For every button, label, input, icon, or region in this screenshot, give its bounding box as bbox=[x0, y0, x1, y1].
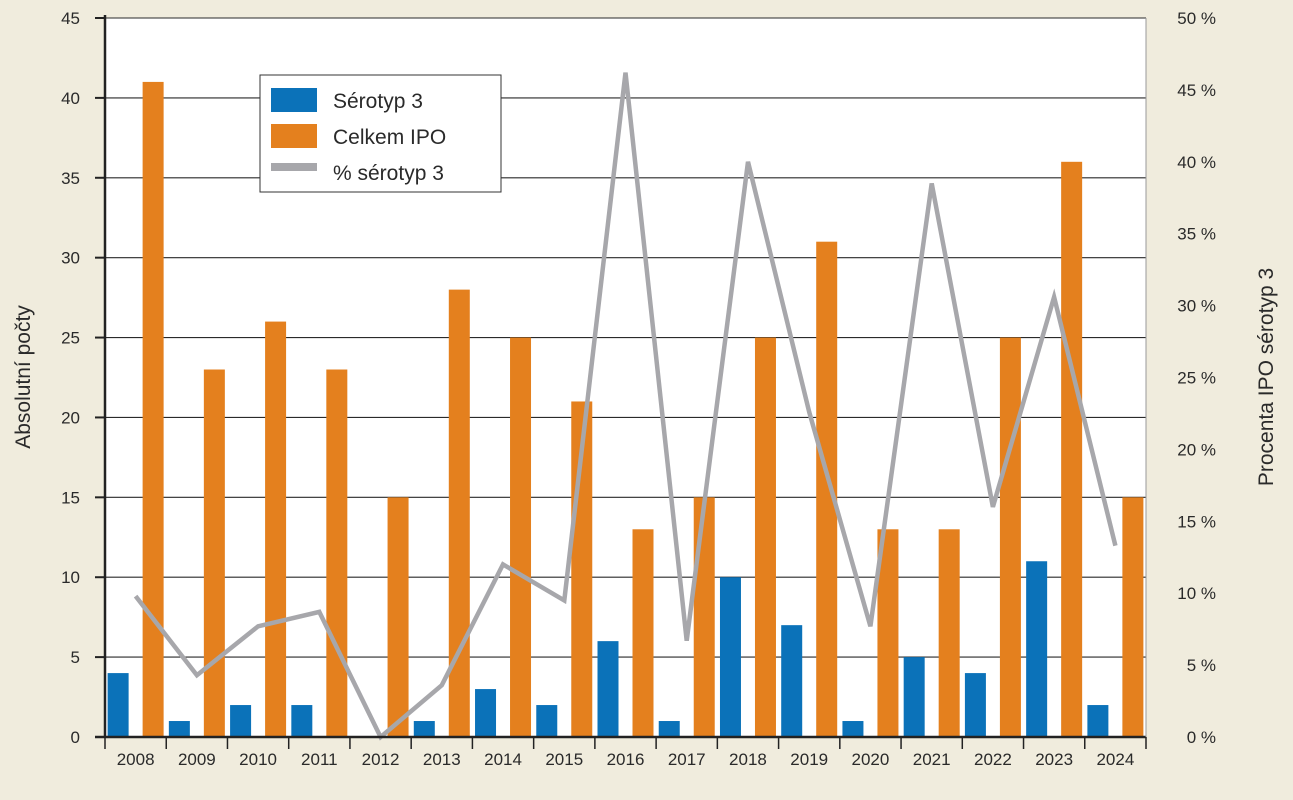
bar-serotyp3 bbox=[291, 705, 313, 737]
legend: Sérotyp 3 Celkem IPO % sérotyp 3 bbox=[259, 74, 502, 193]
bars bbox=[107, 81, 1144, 738]
tick-label-x: 2024 bbox=[1096, 750, 1134, 769]
tick-label-left: 5 bbox=[71, 648, 80, 667]
tick-label-right: 15 % bbox=[1177, 512, 1216, 531]
tick-label-x: 2014 bbox=[484, 750, 522, 769]
bar-celkem-ipo bbox=[448, 289, 470, 737]
bar-serotyp3 bbox=[1087, 705, 1109, 737]
y-axis-title-right: Procenta IPO sérotyp 3 bbox=[1255, 268, 1278, 486]
bar-serotyp3 bbox=[107, 673, 129, 737]
tick-label-left: 15 bbox=[61, 488, 80, 507]
tick-label-right: 10 % bbox=[1177, 584, 1216, 603]
line-percent-serotyp3 bbox=[133, 72, 1118, 741]
bar-serotyp3 bbox=[781, 625, 803, 737]
bar-celkem-ipo bbox=[877, 529, 899, 737]
left-axis-ticks: 0 5 10 15 20 25 30 35 40 45 bbox=[61, 9, 105, 747]
bar-celkem-ipo bbox=[326, 369, 348, 737]
tick-label-x: 2017 bbox=[668, 750, 706, 769]
y-axis-title-left: Absolutní počty bbox=[12, 305, 35, 449]
tick-label-x: 2015 bbox=[545, 750, 583, 769]
legend-label-percent: % sérotyp 3 bbox=[333, 162, 444, 185]
tick-label-x: 2023 bbox=[1035, 750, 1073, 769]
legend-swatch-percent bbox=[271, 163, 317, 171]
bar-celkem-ipo bbox=[632, 529, 654, 737]
bar-celkem-ipo bbox=[387, 497, 409, 737]
tick-label-right: 30 % bbox=[1177, 297, 1216, 316]
tick-label-x: 2018 bbox=[729, 750, 767, 769]
bar-celkem-ipo bbox=[510, 337, 532, 737]
tick-label-x: 2016 bbox=[607, 750, 645, 769]
bar-serotyp3 bbox=[1026, 561, 1048, 737]
bar-celkem-ipo bbox=[999, 337, 1021, 737]
bar-celkem-ipo bbox=[1061, 161, 1083, 738]
bar-serotyp3 bbox=[536, 705, 558, 737]
tick-label-x: 2022 bbox=[974, 750, 1012, 769]
tick-label-right: 50 % bbox=[1177, 9, 1216, 28]
legend-swatch-serotyp bbox=[271, 88, 317, 112]
bar-serotyp3 bbox=[230, 705, 252, 737]
bar-serotyp3 bbox=[903, 657, 925, 737]
bar-celkem-ipo bbox=[1122, 497, 1144, 737]
bar-celkem-ipo bbox=[265, 321, 287, 737]
bar-serotyp3 bbox=[597, 641, 619, 737]
bar-serotyp3 bbox=[719, 577, 741, 737]
tick-label-x: 2010 bbox=[239, 750, 277, 769]
tick-label-right: 45 % bbox=[1177, 81, 1216, 100]
tick-label-left: 45 bbox=[61, 9, 80, 28]
tick-label-right: 25 % bbox=[1177, 369, 1216, 388]
bar-celkem-ipo bbox=[203, 369, 225, 737]
bar-celkem-ipo bbox=[693, 497, 715, 737]
bar-celkem-ipo bbox=[142, 81, 164, 737]
tick-label-right: 5 % bbox=[1187, 656, 1216, 675]
tick-label-left: 35 bbox=[61, 169, 80, 188]
right-axis-ticks: 0 % 5 % 10 % 15 % 20 % 25 % 30 % 35 % 40 % 45 % 50… bbox=[1177, 9, 1216, 747]
tick-label-left: 0 bbox=[71, 728, 80, 747]
tick-label-x: 2013 bbox=[423, 750, 461, 769]
tick-label-x: 2012 bbox=[362, 750, 400, 769]
bar-serotyp3 bbox=[658, 721, 680, 737]
tick-label-x: 2019 bbox=[790, 750, 828, 769]
legend-label-celkem: Celkem IPO bbox=[333, 126, 446, 149]
bar-serotyp3 bbox=[964, 673, 986, 737]
tick-label-left: 25 bbox=[61, 329, 80, 348]
bar-celkem-ipo bbox=[754, 337, 776, 737]
axes bbox=[95, 15, 1147, 739]
tick-label-left: 30 bbox=[61, 249, 80, 268]
bar-serotyp3 bbox=[475, 689, 497, 737]
bar-serotyp3 bbox=[168, 721, 190, 737]
tick-label-left: 20 bbox=[61, 408, 80, 427]
bar-celkem-ipo bbox=[938, 529, 960, 737]
legend-label-serotyp: Sérotyp 3 bbox=[333, 90, 423, 113]
percent-line bbox=[133, 72, 1118, 741]
x-axis-ticks: 2008 2009 2010 2011 2012 2013 2014 2015 2016 2017… bbox=[104, 737, 1147, 769]
tick-label-right: 40 % bbox=[1177, 153, 1216, 172]
bar-serotyp3 bbox=[842, 721, 864, 737]
tick-label-x: 2020 bbox=[852, 750, 890, 769]
tick-label-x: 2009 bbox=[178, 750, 216, 769]
tick-label-right: 0 % bbox=[1187, 728, 1216, 747]
tick-label-x: 2008 bbox=[117, 750, 155, 769]
tick-label-left: 40 bbox=[61, 89, 80, 108]
legend-swatch-celkem bbox=[271, 124, 317, 148]
bar-celkem-ipo bbox=[816, 241, 838, 737]
tick-label-right: 20 % bbox=[1177, 440, 1216, 459]
tick-label-x: 2011 bbox=[301, 750, 338, 769]
tick-label-x: 2021 bbox=[913, 750, 951, 769]
tick-label-right: 35 % bbox=[1177, 225, 1216, 244]
tick-label-left: 10 bbox=[61, 568, 80, 587]
bar-serotyp3 bbox=[413, 721, 435, 737]
